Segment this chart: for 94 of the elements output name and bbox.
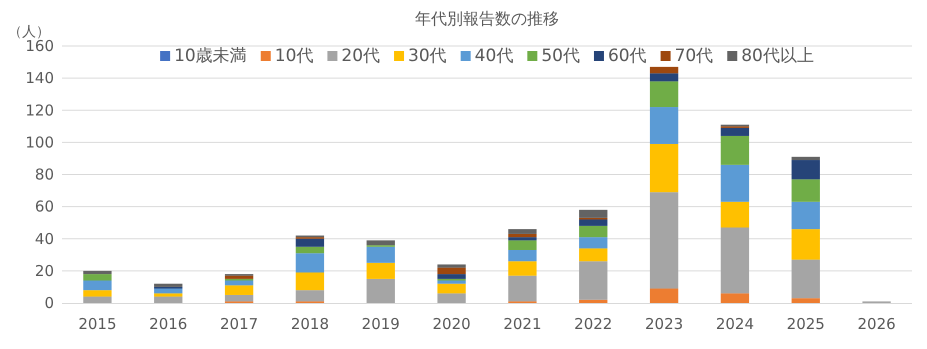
x-tick-label: 2021 [503,315,542,333]
bar [579,261,608,300]
bar [792,179,820,202]
chart-title: 年代別報告数の推移 [415,9,559,28]
bar [792,160,820,180]
bar [154,293,182,297]
bar [437,264,466,268]
bar [650,288,678,303]
bar [720,228,750,294]
bar [437,280,466,284]
y-tick-label: 120 [25,101,54,120]
bar [650,107,678,144]
bar [437,274,466,279]
bar [650,66,678,74]
x-tick-label: 2015 [78,315,117,333]
legend-label: 20代 [341,46,380,66]
bar [720,128,750,136]
bar [508,261,537,276]
bar [579,210,608,218]
legend-label: 80代以上 [741,46,814,66]
y-tick-label: 40 [34,230,54,248]
y-tick-label: 0 [44,294,54,312]
bar [508,250,537,262]
bar [366,278,395,303]
bar [792,260,820,298]
bar [296,290,324,302]
bar [296,246,324,254]
bar [792,156,820,160]
bar [154,284,182,287]
bar [650,144,678,192]
bar [296,238,324,247]
bar [224,285,254,295]
legend-label: 60代 [608,46,647,66]
bar [792,298,820,303]
x-tick-label: 2023 [644,315,684,333]
y-axis-title: （人） [8,24,50,40]
x-tick-label: 2017 [220,315,258,333]
bar [508,229,537,234]
legend-label: 70代 [674,46,714,66]
legend-label: 10代 [274,46,314,66]
bar [437,293,466,303]
x-tick-label: 2020 [432,315,471,333]
legend-label: 40代 [474,46,514,66]
bar [508,276,537,302]
y-tick-label: 160 [25,37,54,55]
y-tick-label: 60 [34,198,54,216]
bar [720,136,750,165]
bar [224,294,254,302]
bar [224,280,254,286]
bar [579,226,608,238]
legend-label: 30代 [408,46,447,66]
legend-label: 50代 [541,46,580,66]
x-tick-label: 2019 [362,315,400,333]
x-tick-label: 2024 [716,315,754,333]
x-tick-label: 2016 [149,315,188,333]
bar [720,164,750,202]
bar [579,237,608,248]
x-tick-label: 2018 [290,315,330,333]
bar [579,248,608,262]
bar [83,274,112,281]
bar [792,202,820,230]
y-tick-label: 100 [25,133,54,152]
bar [366,262,395,279]
bar [508,234,537,238]
bar [83,270,112,274]
x-tick-label: 2022 [574,315,612,333]
bar [83,280,112,290]
bar [296,253,324,272]
bar [366,240,395,246]
bar [296,272,324,290]
bar [83,290,112,297]
bar [650,81,678,108]
bar [792,229,820,260]
bar [720,202,750,228]
legend-label: 10歳未満 [174,46,247,66]
bar [154,288,182,294]
y-tick-label: 20 [34,262,54,280]
bar [437,268,466,274]
bar [83,296,112,303]
bar [720,293,750,303]
bar [224,276,254,279]
bar [154,296,182,303]
bar [508,237,537,240]
bar [650,73,678,82]
bar [437,284,466,294]
y-tick-label: 80 [34,166,54,184]
bar [579,300,608,303]
bar [366,246,395,263]
bar [579,219,608,226]
x-tick-label: 2025 [786,315,825,333]
y-tick-label: 140 [25,69,54,88]
x-tick-label: 2026 [857,315,896,333]
bar [508,240,537,250]
bar [650,192,678,289]
